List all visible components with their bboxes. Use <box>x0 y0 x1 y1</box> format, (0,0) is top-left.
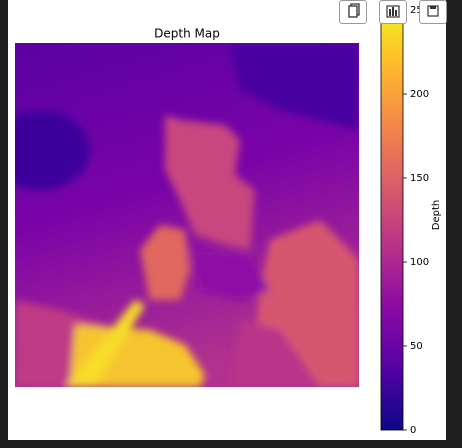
copy-icon <box>348 3 360 18</box>
chart-title: Depth Map <box>154 27 220 41</box>
colorbar-tick-label: 150 <box>410 173 429 184</box>
depth-image <box>15 43 359 387</box>
colorbar-tick-label: 200 <box>410 89 429 100</box>
chart-button[interactable] <box>379 0 407 24</box>
colorbar-tick-label: 0 <box>410 425 416 436</box>
copy-button[interactable] <box>339 0 367 24</box>
colorbar-tick-label: 100 <box>410 257 429 268</box>
colorbar-tick-label: 50 <box>410 341 423 352</box>
colorbar-label: Depth <box>431 200 442 230</box>
save-button[interactable] <box>419 0 447 24</box>
save-icon <box>427 5 439 17</box>
chart-icon <box>386 5 400 18</box>
colorbar <box>380 1 404 431</box>
